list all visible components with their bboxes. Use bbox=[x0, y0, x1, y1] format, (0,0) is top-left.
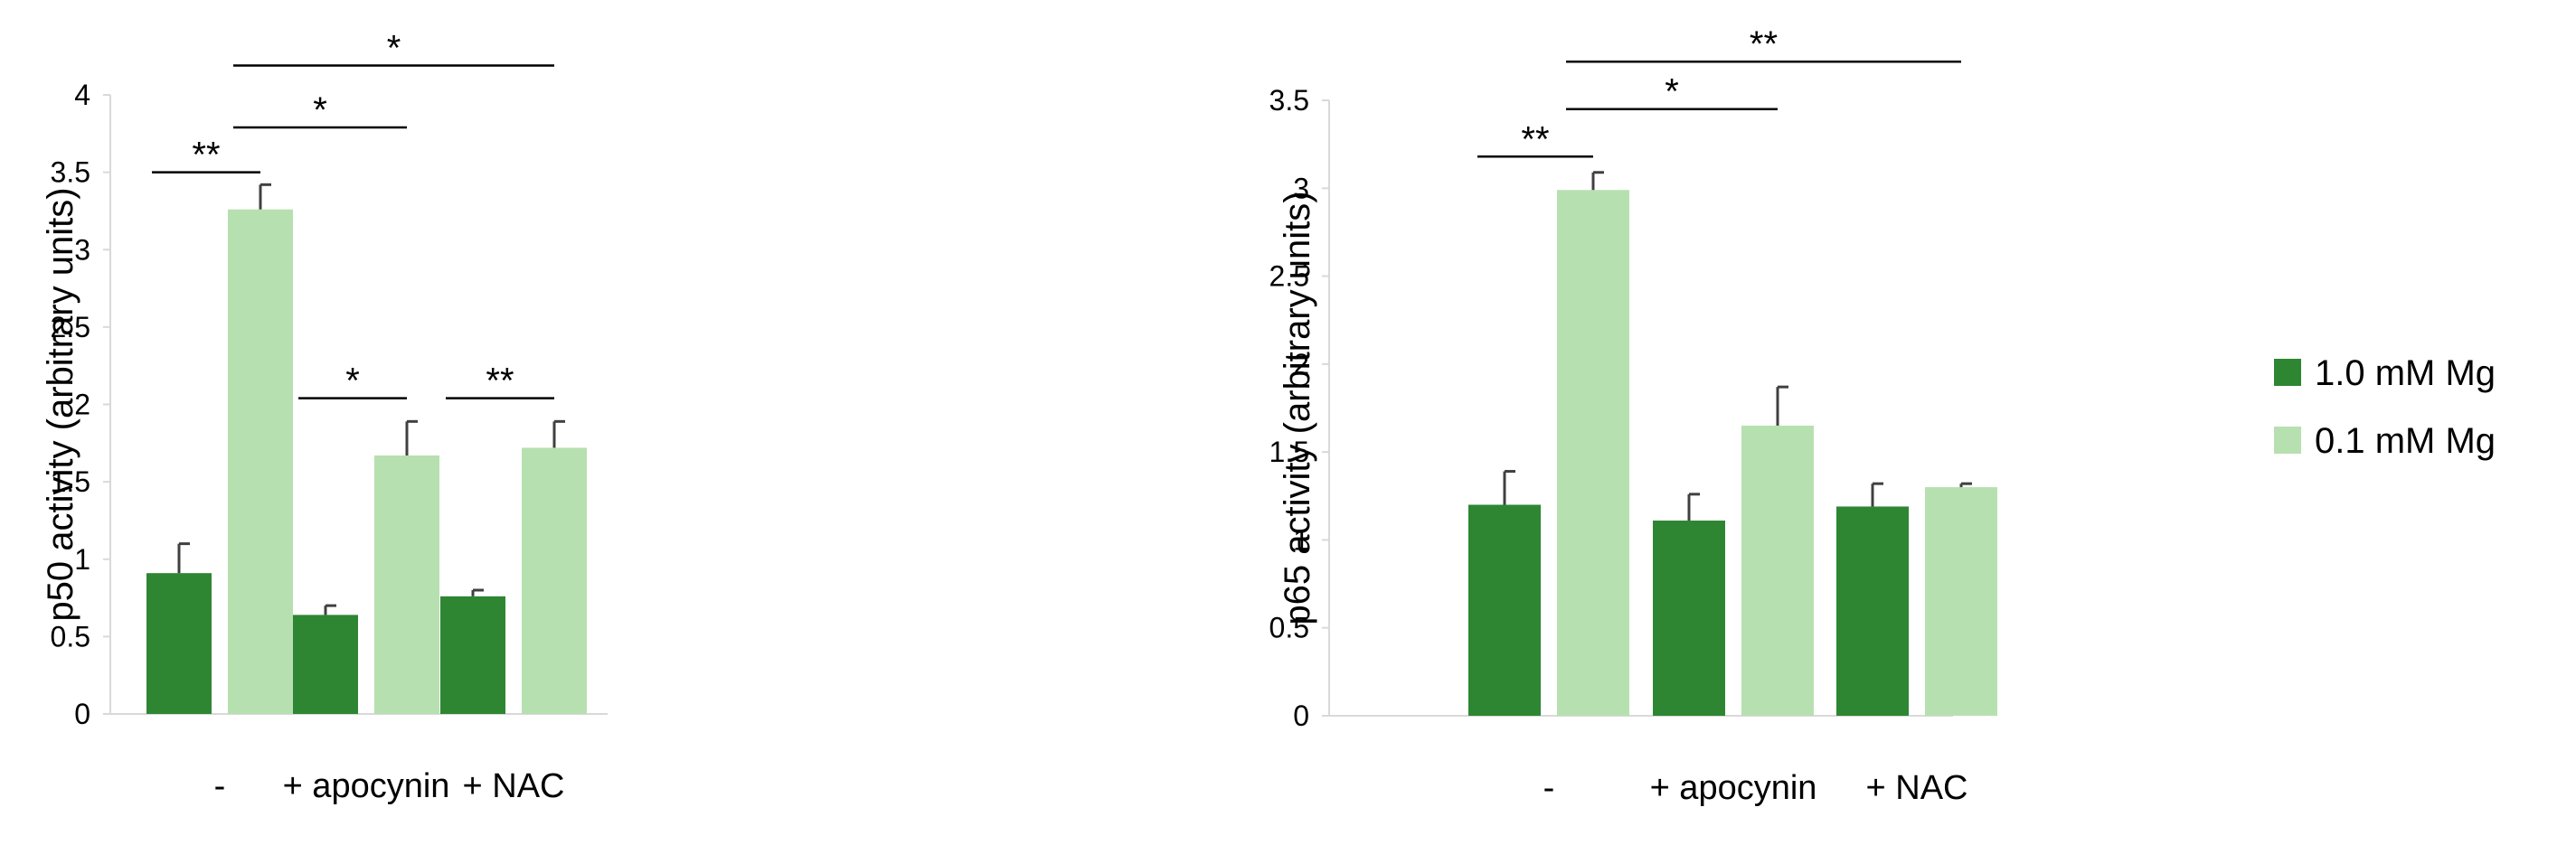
chart-p65: 0 0.5 1 1.5 2 2.5 3 3.5 p65 activity (arbitrary … bbox=[1269, 24, 1997, 807]
bar bbox=[1468, 504, 1541, 716]
y-tick-label: 4 bbox=[74, 79, 90, 111]
y-tick-label: 1 bbox=[1293, 523, 1309, 556]
category-label: - bbox=[1543, 769, 1555, 807]
y-tick-label: 0 bbox=[1293, 699, 1309, 732]
bar bbox=[374, 455, 439, 714]
y-tick-label: 2.5 bbox=[51, 311, 90, 343]
legend-swatch-1mm bbox=[2274, 359, 2301, 386]
y-axis-title: p65 activity (arbitrary units) bbox=[1278, 191, 1317, 624]
category-label: - bbox=[214, 767, 226, 805]
significance-label: ** bbox=[1750, 24, 1778, 64]
bar bbox=[522, 447, 587, 714]
chart-p50: 0 0.5 1 1.5 2 2.5 3 3.5 4 p50 activity (arbitrary… bbox=[41, 28, 608, 805]
significance-label: ** bbox=[192, 136, 220, 175]
bar bbox=[1836, 506, 1909, 716]
y-tick-label: 0.5 bbox=[1269, 612, 1309, 644]
legend-label-01mm: 0.1 mM Mg bbox=[2315, 421, 2496, 461]
bar bbox=[1741, 425, 1814, 716]
category-label: + NAC bbox=[1866, 769, 1968, 807]
significance-label: * bbox=[313, 90, 327, 130]
legend-swatch-01mm bbox=[2274, 427, 2301, 454]
bar bbox=[146, 573, 212, 714]
y-tick-label: 1.5 bbox=[1269, 436, 1309, 468]
category-label: + apocynin bbox=[283, 767, 450, 805]
bar bbox=[440, 596, 505, 714]
significance-label: ** bbox=[486, 361, 514, 401]
bar bbox=[1925, 487, 1997, 716]
bar bbox=[1653, 521, 1725, 716]
bar bbox=[1557, 190, 1629, 716]
legend-label-1mm: 1.0 mM Mg bbox=[2315, 353, 2496, 393]
y-tick-label: 3.5 bbox=[1269, 84, 1309, 117]
bar bbox=[293, 615, 358, 714]
y-tick-label: 3.5 bbox=[51, 156, 90, 189]
y-tick-label: 3 bbox=[1293, 172, 1309, 204]
y-tick-label: 3 bbox=[74, 233, 90, 266]
significance-label: * bbox=[1665, 72, 1679, 112]
bar bbox=[228, 209, 293, 715]
y-tick-label: 2 bbox=[1293, 348, 1309, 380]
y-tick-label: 1 bbox=[74, 543, 90, 576]
legend: 1.0 mM Mg 0.1 mM Mg bbox=[2274, 353, 2496, 461]
y-tick-label: 2.5 bbox=[1269, 260, 1309, 293]
y-tick-label: 0.5 bbox=[51, 620, 90, 653]
category-label: + NAC bbox=[463, 767, 565, 805]
significance-label: * bbox=[345, 361, 360, 401]
significance-label: ** bbox=[1521, 119, 1549, 159]
significance-label: * bbox=[387, 28, 401, 68]
y-axis-title: p50 activity (arbitrary units) bbox=[41, 187, 80, 621]
y-tick-label: 1.5 bbox=[51, 465, 90, 498]
category-label: + apocynin bbox=[1650, 769, 1817, 807]
y-tick-label: 2 bbox=[74, 389, 90, 421]
y-tick-label: 0 bbox=[74, 698, 90, 730]
